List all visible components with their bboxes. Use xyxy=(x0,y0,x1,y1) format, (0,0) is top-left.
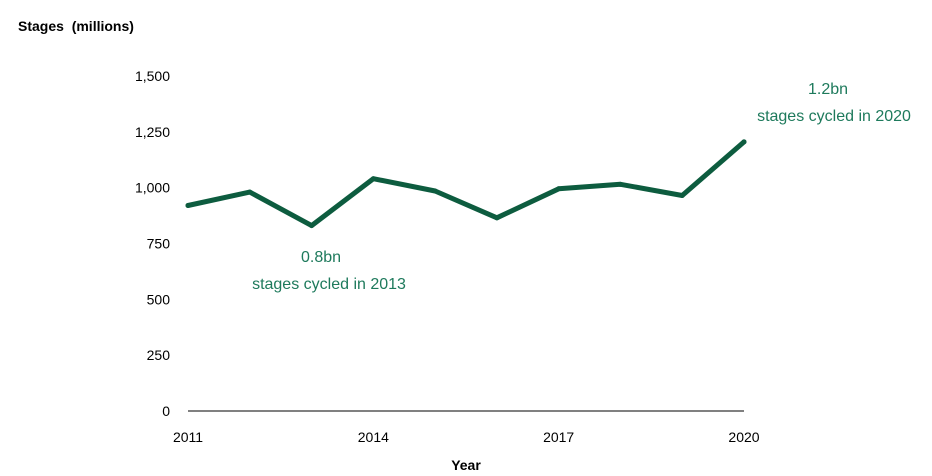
data-point-2013 xyxy=(309,223,315,229)
annotation-2013-text: stages cycled in 2013 xyxy=(252,276,406,293)
data-point-2019 xyxy=(679,192,685,198)
data-point-2018 xyxy=(617,181,623,187)
y-axis-ticks: 0 250 500 750 1,000 1,250 1,500 xyxy=(135,68,170,419)
x-tick-label: 2011 xyxy=(173,429,203,445)
annotation-2013: 0.8bn stages cycled in 2013 xyxy=(252,249,406,293)
x-tick-label: 2014 xyxy=(358,429,389,445)
data-points xyxy=(185,139,747,229)
y-tick-label: 1,250 xyxy=(135,124,170,140)
y-tick-label: 1,000 xyxy=(135,180,170,196)
y-axis-title: Stages (millions) xyxy=(18,18,134,34)
x-tick-label: 2020 xyxy=(728,429,759,445)
y-tick-label: 500 xyxy=(147,291,171,307)
x-axis-ticks: 2011 2014 2017 2020 xyxy=(173,429,760,445)
annotation-2020-value: 1.2bn xyxy=(808,81,848,98)
data-point-2017 xyxy=(556,186,562,192)
data-point-2011 xyxy=(185,203,191,209)
series-line xyxy=(185,139,747,229)
x-axis-title: Year xyxy=(451,457,481,473)
annotation-2020: 1.2bn stages cycled in 2020 xyxy=(757,81,911,125)
data-point-2015 xyxy=(432,188,438,194)
y-tick-label: 1,500 xyxy=(135,68,170,84)
y-tick-label: 750 xyxy=(147,236,171,252)
data-point-2014 xyxy=(370,176,376,182)
annotation-2020-text: stages cycled in 2020 xyxy=(757,108,911,125)
data-point-2012 xyxy=(247,189,253,195)
data-point-2020 xyxy=(741,139,747,145)
annotation-2013-value: 0.8bn xyxy=(301,249,341,266)
y-tick-label: 250 xyxy=(147,347,171,363)
y-tick-label: 0 xyxy=(162,403,170,419)
data-point-2016 xyxy=(494,215,500,221)
x-tick-label: 2017 xyxy=(543,429,574,445)
